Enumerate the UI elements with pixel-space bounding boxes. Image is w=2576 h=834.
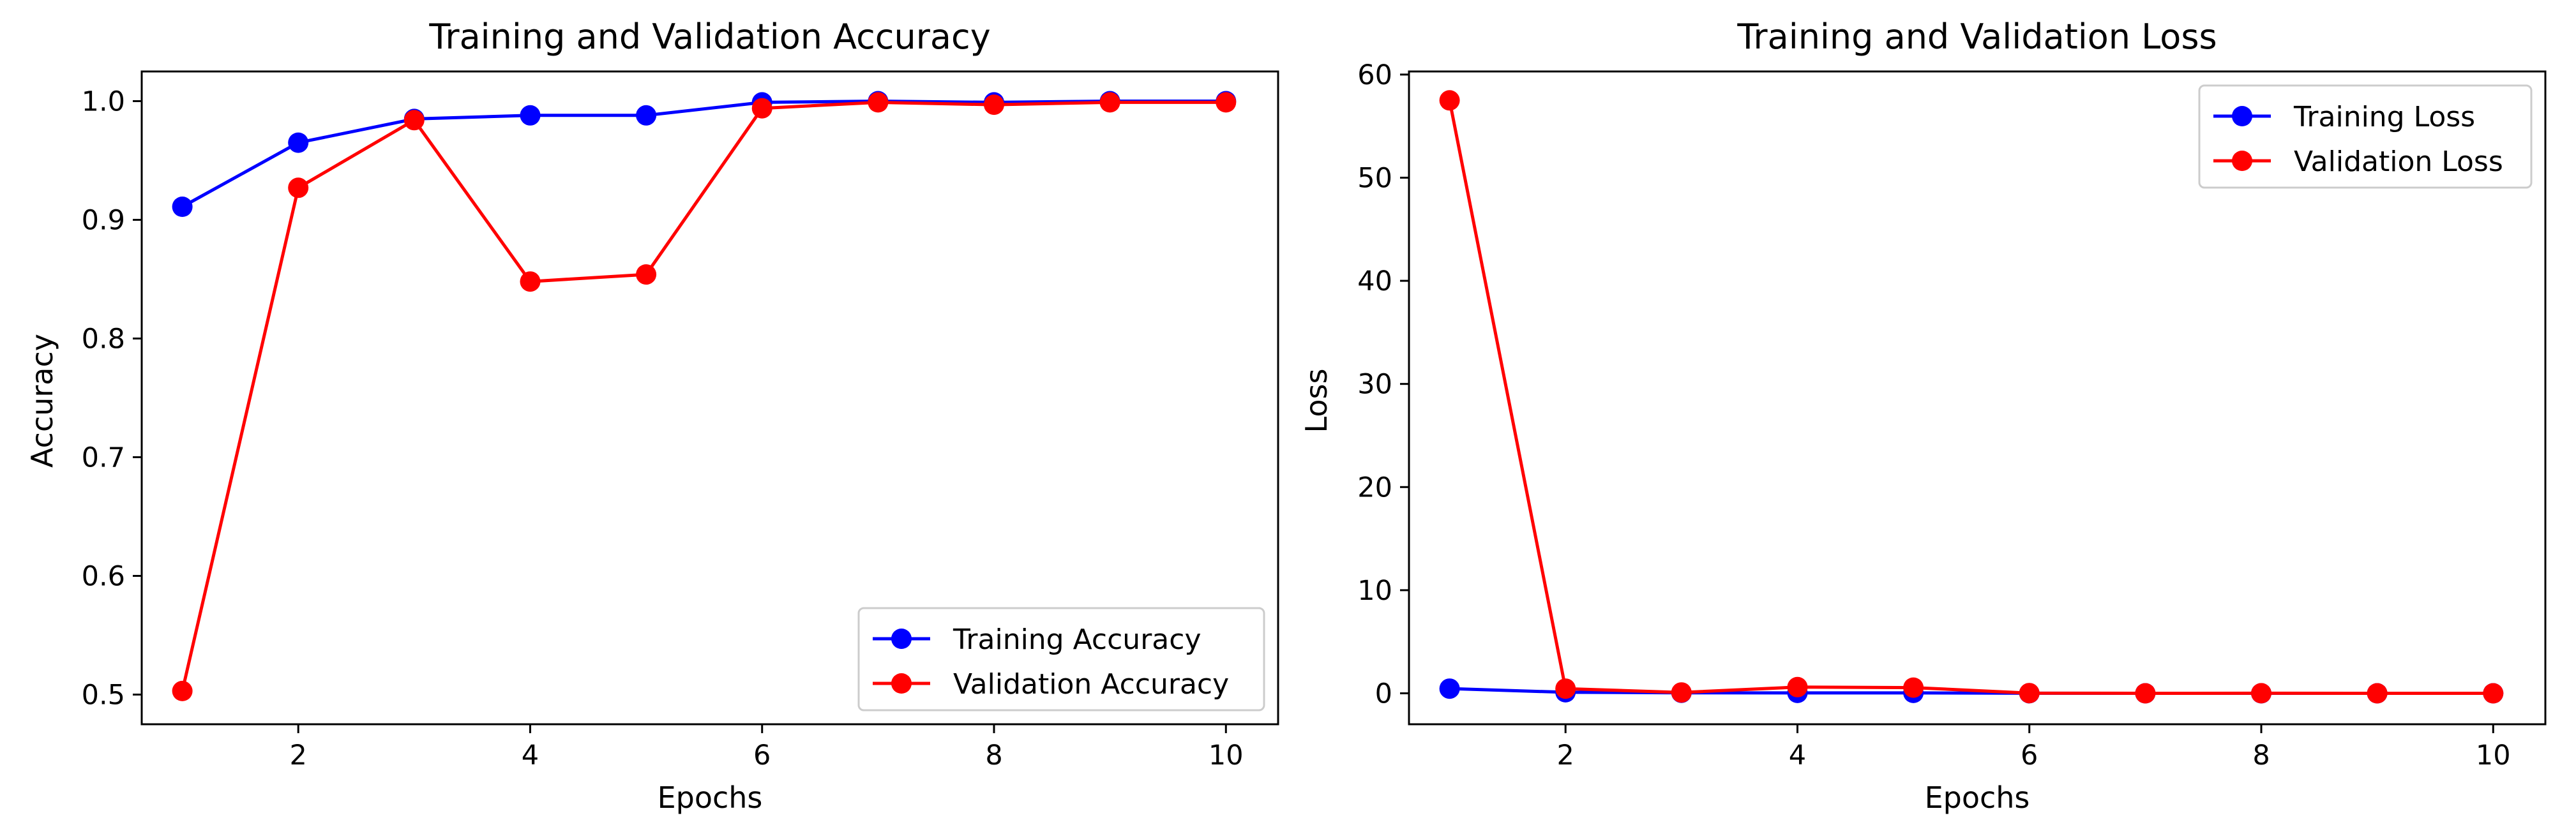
- accuracy-series-1-point: [636, 264, 657, 285]
- loss-series-1-point: [1903, 677, 1924, 698]
- loss-plot-frame: [1408, 70, 2547, 726]
- accuracy-y-tick-label: 0.8: [82, 324, 125, 355]
- accuracy-series-1-point: [868, 92, 889, 113]
- accuracy-plot-frame: [140, 70, 1279, 726]
- loss-series-1-point: [2367, 683, 2388, 704]
- accuracy-series-0-point: [636, 105, 657, 126]
- accuracy-plot-area: 2 4 6 8 10 0.5 0.6 0.7 0.8 0.9 1.0 Training Accurac…: [82, 70, 1279, 771]
- loss-series-1-point: [1555, 678, 1576, 699]
- loss-series-1-point: [2019, 683, 2040, 704]
- accuracy-legend-swatch-marker: [891, 673, 912, 694]
- loss-y-tick-label: 40: [1357, 265, 1392, 297]
- loss-y-axis-label: Loss: [1299, 369, 1334, 433]
- accuracy-series-0-line: [181, 100, 1226, 209]
- accuracy-y-tick-label: 1.0: [82, 86, 125, 118]
- loss-legend-label: Training Loss: [2293, 101, 2475, 133]
- loss-series-1-point: [2251, 683, 2271, 704]
- accuracy-series-1-point: [172, 680, 193, 701]
- accuracy-x-tick-label: 4: [522, 740, 539, 771]
- accuracy-x-tick-label: 2: [290, 740, 307, 771]
- loss-y-tick-label: 0: [1375, 678, 1392, 710]
- accuracy-x-axis-label: Epochs: [658, 780, 763, 815]
- loss-chart-title: Training and Validation Loss: [1736, 17, 2217, 57]
- loss-y-tick-label: 10: [1357, 575, 1392, 607]
- loss-legend-swatch-marker: [2232, 151, 2252, 171]
- loss-x-tick-label: 6: [2021, 740, 2038, 771]
- accuracy-series-0-point: [520, 105, 541, 126]
- loss-legend-swatch-marker: [2232, 106, 2252, 126]
- accuracy-chart: Training and Validation Accuracy 2 4 6 8 10 0…: [25, 17, 1279, 815]
- loss-x-axis-label: Epochs: [1925, 780, 2030, 815]
- accuracy-legend-swatch-marker: [891, 629, 912, 649]
- accuracy-series-0-point: [172, 197, 193, 217]
- accuracy-series-1-line: [181, 100, 1226, 692]
- loss-y-tick-label: 60: [1357, 59, 1392, 91]
- loss-series-1-point: [1439, 90, 1460, 111]
- accuracy-series-1-point: [984, 94, 1004, 115]
- accuracy-legend-label: Training Accuracy: [953, 623, 1201, 656]
- accuracy-y-tick-label: 0.7: [82, 442, 125, 474]
- loss-plot-area: 2 4 6 8 10 0 10 20 30 40 50 60 Training Loss Validati…: [1357, 59, 2547, 771]
- loss-chart: Training and Validation Loss 2 4 6 8 10 0 10 20…: [1299, 17, 2547, 815]
- accuracy-legend: Training Accuracy Validation Accuracy: [857, 607, 1265, 711]
- accuracy-series-0-point: [288, 132, 309, 153]
- loss-x-tick-label: 8: [2252, 740, 2270, 771]
- loss-x-tick-label: 4: [1789, 740, 1806, 771]
- loss-series-1-line: [1448, 100, 2494, 695]
- accuracy-y-tick-label: 0.9: [82, 205, 125, 237]
- accuracy-x-tick-label: 10: [1209, 740, 1244, 771]
- accuracy-y-tick-label: 0.5: [82, 680, 125, 711]
- loss-x-tick-label: 2: [1557, 740, 1574, 771]
- loss-series-0-point: [1439, 678, 1460, 699]
- accuracy-legend-label: Validation Accuracy: [953, 668, 1229, 701]
- loss-series-1-point: [1671, 682, 1692, 703]
- loss-y-tick-label: 50: [1357, 162, 1392, 194]
- accuracy-x-tick-label: 6: [753, 740, 771, 771]
- loss-series-1-point: [2135, 683, 2156, 704]
- accuracy-y-axis-label: Accuracy: [25, 334, 59, 468]
- loss-legend-box: [2198, 84, 2533, 189]
- loss-y-tick-label: 20: [1357, 472, 1392, 503]
- accuracy-series-1-point: [1216, 92, 1237, 113]
- loss-y-tick-label: 30: [1357, 369, 1392, 401]
- accuracy-series-1-point: [288, 177, 309, 198]
- loss-series-1-point: [1787, 676, 1808, 697]
- accuracy-series-1-point: [403, 110, 425, 131]
- accuracy-series-1-point: [1099, 92, 1120, 113]
- accuracy-y-tick-label: 0.6: [82, 561, 125, 593]
- accuracy-x-tick-label: 8: [985, 740, 1002, 771]
- accuracy-series-1-point: [520, 271, 541, 292]
- accuracy-series-1-point: [751, 98, 772, 119]
- accuracy-legend-box: [857, 607, 1265, 711]
- loss-series-1-point: [2483, 683, 2504, 704]
- accuracy-chart-title: Training and Validation Accuracy: [428, 17, 990, 57]
- loss-x-tick-label: 10: [2476, 740, 2511, 771]
- loss-legend-label: Validation Loss: [2294, 145, 2503, 178]
- loss-legend: Training Loss Validation Loss: [2198, 84, 2533, 189]
